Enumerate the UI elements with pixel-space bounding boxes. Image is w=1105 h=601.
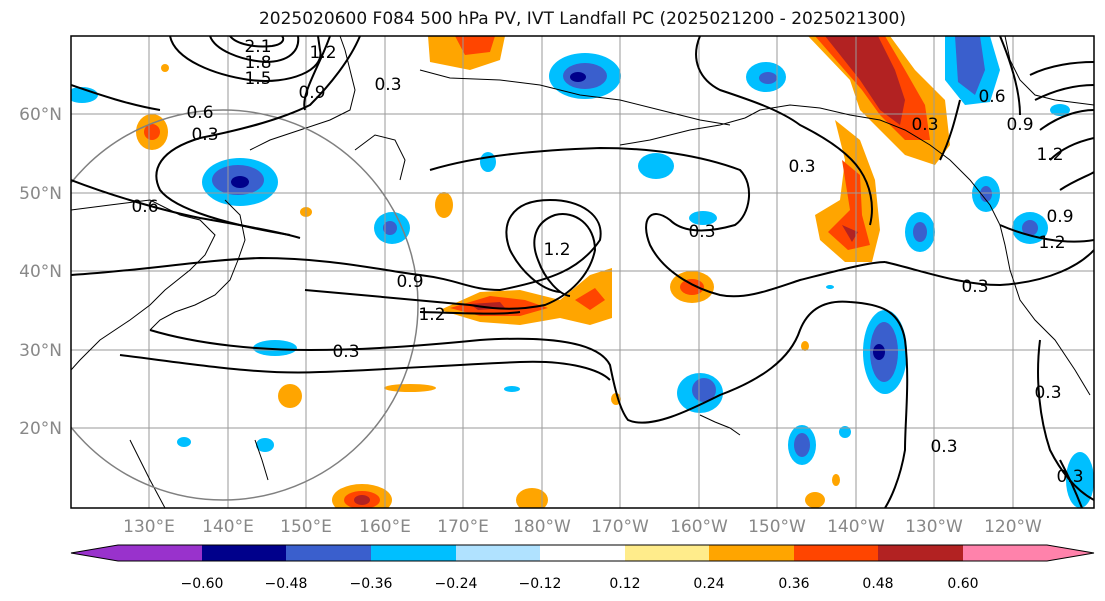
- pv-anomaly-shading: [71, 36, 1094, 508]
- lon-label: 150°E: [280, 517, 332, 537]
- pv-contours: [71, 36, 1094, 508]
- contour-label-group: 2.1 1.8 1.5 1.2 0.9 0.6 0.3 0.3 0.6 0.9 …: [131, 37, 1083, 487]
- lon-label: 180°W: [513, 517, 571, 537]
- contour-label: 0.3: [788, 157, 815, 177]
- contour-label: 0.3: [191, 125, 218, 145]
- colorbar-ticks: −0.60 −0.48 −0.36 −0.24 −0.12 0.12 0.24 …: [181, 576, 979, 592]
- colorbar-segment: [71, 545, 118, 561]
- colorbar-segment: [878, 545, 963, 561]
- lon-label: 170°E: [437, 517, 489, 537]
- lat-label: 40°N: [19, 262, 62, 282]
- contour-label: 0.3: [1034, 383, 1061, 403]
- colorbar-outline: [70, 544, 1095, 562]
- lon-label: 170°W: [591, 517, 649, 537]
- colorbar-tick-label: −0.60: [181, 576, 224, 592]
- lat-label: 50°N: [19, 184, 62, 204]
- range-ring: [71, 109, 419, 501]
- colorbar-tick-label: −0.24: [435, 576, 478, 592]
- contour-label: 0.3: [688, 222, 715, 242]
- colorbar-tick-label: 0.12: [609, 576, 640, 592]
- contour-label: 1.8: [244, 53, 271, 73]
- contour-label: 1.2: [1036, 145, 1063, 165]
- contour-label: 0.3: [961, 277, 988, 297]
- longitude-labels: 130°E 140°E 150°E 160°E 170°E 180°W 170°…: [123, 517, 1042, 537]
- contour-label: 1.2: [418, 305, 445, 325]
- colorbar-segment: [709, 545, 794, 561]
- contour-label: 0.3: [930, 437, 957, 457]
- lon-label: 140°W: [827, 517, 885, 537]
- coastlines: [71, 36, 1094, 508]
- lon-label: 150°W: [748, 517, 806, 537]
- lon-label: 160°W: [670, 517, 728, 537]
- contour-label: 2.1: [244, 37, 271, 57]
- colorbar-segment: [794, 545, 878, 561]
- colorbar: [70, 544, 1095, 562]
- colorbar-tick-label: 0.60: [947, 576, 978, 592]
- latitude-labels: 60°N 50°N 40°N 30°N 20°N: [19, 105, 62, 439]
- colorbar-tick-label: −0.36: [350, 576, 393, 592]
- contour-label: 0.6: [978, 87, 1005, 107]
- colorbar-tick-label: −0.12: [519, 576, 562, 592]
- contour-label: 1.2: [1038, 233, 1065, 253]
- colorbar-tick-label: 0.36: [778, 576, 809, 592]
- colorbar-segment: [118, 545, 202, 561]
- lat-label: 60°N: [19, 105, 62, 125]
- contour-label: 0.9: [1006, 115, 1033, 135]
- contour-label: 0.3: [374, 75, 401, 95]
- contour-label: 0.9: [298, 83, 325, 103]
- contour-label: 0.6: [186, 103, 213, 123]
- colorbar-segment: [540, 545, 625, 561]
- colorbar-segment: [625, 545, 709, 561]
- colorbar-segment: [286, 545, 371, 561]
- contour-label: 0.9: [1046, 207, 1073, 227]
- colorbar-tick-label: 0.48: [862, 576, 893, 592]
- contour-label: 0.9: [396, 272, 423, 292]
- colorbar-segment: [963, 545, 1047, 561]
- colorbar-segment: [202, 545, 286, 561]
- lon-label: 120°W: [984, 517, 1042, 537]
- map-frame: [70, 35, 1095, 509]
- contour-label: 0.3: [332, 342, 359, 362]
- lon-label: 130°E: [123, 517, 175, 537]
- contour-label: 1.2: [309, 43, 336, 63]
- contour-label: 0.3: [1056, 467, 1083, 487]
- colorbar-segment: [1047, 545, 1094, 561]
- colorbar-tick-label: 0.24: [693, 576, 724, 592]
- graticule: [71, 36, 1094, 508]
- contour-label: 0.6: [131, 197, 158, 217]
- lat-label: 20°N: [19, 419, 62, 439]
- lat-label: 30°N: [19, 341, 62, 361]
- contour-label: 0.3: [911, 115, 938, 135]
- lon-label: 140°E: [202, 517, 254, 537]
- colorbar-tick-label: −0.48: [265, 576, 308, 592]
- colorbar-segment: [371, 545, 456, 561]
- map-title: 2025020600 F084 500 hPa PV, IVT Landfall…: [258, 9, 906, 29]
- contour-label: 1.5: [244, 69, 271, 89]
- lon-label: 160°E: [359, 517, 411, 537]
- colorbar-segment: [456, 545, 540, 561]
- lon-label: 130°W: [905, 517, 963, 537]
- contour-label: 1.2: [543, 240, 570, 260]
